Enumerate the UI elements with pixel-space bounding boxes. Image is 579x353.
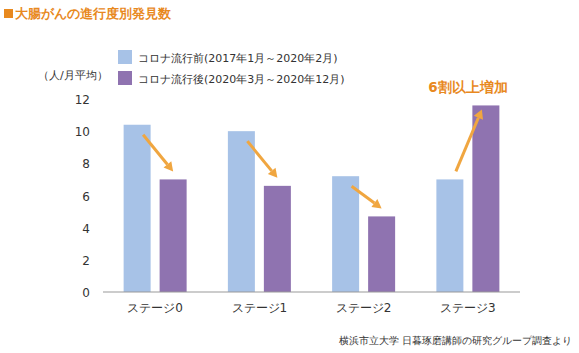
x-tick-label: ステージ3 xyxy=(440,301,496,315)
arrow-head xyxy=(474,109,483,119)
arrow xyxy=(143,135,173,172)
legend-swatch xyxy=(118,71,132,85)
title: 大腸がんの進行度別発見数 xyxy=(15,6,172,21)
legend-label: コロナ流行後(2020年3月～2020年12月) xyxy=(138,73,345,86)
arrow xyxy=(456,109,483,171)
chart-svg: 大腸がんの進行度別発見数 （人/月平均） コロナ流行前(2017年1月～2020年2… xyxy=(0,0,579,353)
bar xyxy=(436,179,463,292)
y-tick-label: 4 xyxy=(82,222,90,236)
y-tick-label: 2 xyxy=(82,254,90,268)
bars xyxy=(124,105,500,292)
bar xyxy=(264,186,291,292)
legend-label: コロナ流行前(2017年1月～2020年2月) xyxy=(138,52,338,65)
arrow-line xyxy=(352,186,375,203)
y-tick-label: 12 xyxy=(75,93,90,107)
arrow-head xyxy=(164,161,174,171)
chart-container: 大腸がんの進行度別発見数 （人/月平均） コロナ流行前(2017年1月～2020年2… xyxy=(0,0,579,353)
bar xyxy=(160,179,187,292)
bar xyxy=(368,216,395,292)
y-tick-label: 10 xyxy=(75,125,90,139)
y-tick-label: 0 xyxy=(82,286,90,300)
bar xyxy=(472,105,499,292)
x-tick-label: ステージ0 xyxy=(127,301,183,315)
arrow xyxy=(247,141,277,178)
arrow-line xyxy=(456,118,479,172)
bar xyxy=(228,131,255,292)
arrow xyxy=(352,186,382,208)
arrow-head xyxy=(371,199,381,208)
y-tick-label: 8 xyxy=(82,157,90,171)
source: 横浜市立大学 日暮琢磨講師の研究グループ調査より xyxy=(339,335,572,346)
title-marker xyxy=(4,9,13,18)
annotation: 6割以上増加 xyxy=(428,79,507,95)
x-axis-line xyxy=(103,292,520,293)
arrow-line xyxy=(143,135,167,165)
arrow-head xyxy=(268,168,278,178)
bar xyxy=(124,125,151,292)
y-tick-label: 6 xyxy=(82,190,90,204)
x-tick-label: ステージ1 xyxy=(232,301,288,315)
x-tick-label: ステージ2 xyxy=(336,301,392,315)
legend-swatch xyxy=(118,50,132,64)
bar xyxy=(332,176,359,292)
arrow-line xyxy=(247,141,271,171)
y-axis-label: （人/月平均） xyxy=(38,69,108,82)
